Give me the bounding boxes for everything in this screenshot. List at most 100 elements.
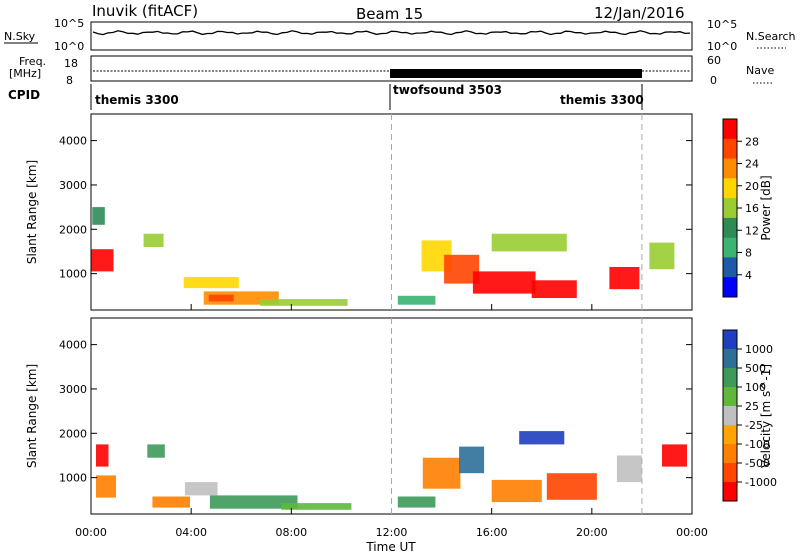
station-title: Inuvik (fitACF) [92, 2, 198, 20]
heatmap-cell [616, 455, 642, 483]
heatmap-cell [143, 233, 164, 247]
colorbar-tick-label: 100 [745, 381, 766, 394]
velocity-ylabel: Slant Range [km] [25, 364, 39, 468]
power-colorbar-label: Power [dB] [759, 175, 773, 240]
colorbar-band [723, 482, 737, 502]
x-tick-label: 04:00 [175, 526, 207, 539]
colorbar-band [723, 368, 737, 388]
heatmap-cell [609, 267, 640, 290]
heatmap-cell [96, 444, 109, 467]
heatmap-cell [491, 479, 542, 503]
colorbar-band [723, 406, 737, 426]
heatmap-cell [531, 280, 577, 298]
colorbar-tick-label: -500 [745, 457, 770, 470]
colorbar-tick-label: 12 [745, 224, 759, 237]
colorbar-tick-label: -25 [745, 419, 763, 432]
heatmap-cell [546, 473, 597, 500]
freq-tick-bottom: 8 [66, 74, 73, 87]
colorbar-band [723, 277, 737, 298]
sky-right-tick-top: 10^5 [707, 18, 737, 31]
colorbar-tick-label: 24 [745, 158, 759, 171]
colorbar-tick-label: -100 [745, 438, 770, 451]
colorbar-tick-label: 28 [745, 135, 759, 148]
beam-title: Beam 15 [356, 5, 423, 23]
colorbar-tick-label: 20 [745, 180, 759, 193]
cpid-segment-3: themis 3300 [560, 93, 644, 107]
velocity-axis: 1000 2000 3000 4000 [59, 339, 693, 514]
sky-left-tick-bottom: 10^0 [54, 40, 84, 53]
x-tick-label: 20:00 [576, 526, 608, 539]
colorbar-band [723, 119, 737, 140]
power-data-layer [91, 207, 675, 306]
heatmap-cell [183, 277, 239, 289]
colorbar-band [723, 178, 737, 199]
heatmap-cell [472, 271, 536, 294]
heatmap-cell [92, 207, 105, 225]
heatmap-cell [491, 233, 567, 252]
heatmap-cell [397, 496, 436, 508]
nave-dense-block [390, 69, 642, 78]
colorbar-band [723, 387, 737, 407]
heatmap-cell [260, 299, 348, 306]
y-tick-label: 3000 [59, 383, 87, 396]
x-tick-label: 16:00 [476, 526, 508, 539]
heatmap-cell [422, 457, 461, 489]
y-tick-label: 4000 [59, 135, 87, 148]
y-tick-label: 1000 [59, 268, 87, 281]
y-tick-label: 3000 [59, 179, 87, 192]
heatmap-cell [281, 503, 352, 510]
power-colorbar-bands [723, 119, 737, 298]
sky-noise-line [92, 30, 691, 36]
colorbar-band [723, 158, 737, 179]
x-tick-labels: 00:00 04:00 08:00 12:00 16:00 20:00 00:00 [75, 526, 708, 539]
velocity-panel: 1000 2000 3000 4000 Slant Range [km] [25, 317, 693, 515]
colorbar-band [723, 198, 737, 219]
heatmap-cell [184, 482, 218, 496]
heatmap-cell [662, 444, 687, 467]
sky-right-tick-bottom: 10^0 [707, 40, 737, 53]
velocity-colorbar: 1000 500 100 25 -25 -100 -500 -1000 Velocity [m… [722, 329, 777, 502]
colorbar-band [723, 330, 737, 350]
colorbar-tick-label: 8 [745, 247, 752, 260]
colorbar-band [723, 444, 737, 464]
colorbar-tick-label: 25 [745, 400, 759, 413]
freq-label-line2: [MHz] [9, 67, 41, 80]
sky-right-label: N.Search [746, 30, 796, 43]
cpid-segment-2: twofsound 3503 [393, 83, 502, 97]
heatmap-cell [152, 496, 190, 508]
nave-tick-top: 60 [707, 54, 721, 67]
colorbar-tick-label: 1000 [745, 343, 773, 356]
cpid-label: CPID [8, 88, 40, 102]
date-title: 12/Jan/2016 [594, 4, 685, 22]
power-ylabel: Slant Range [km] [25, 160, 39, 264]
freq-tick-top: 18 [64, 57, 78, 70]
colorbar-band [723, 257, 737, 278]
colorbar-band [723, 138, 737, 160]
power-colorbar: 28 24 20 16 12 8 4 Power [dB] [722, 118, 773, 298]
freq-panel-frame [90, 55, 693, 82]
velocity-colorbar-frame [722, 329, 738, 502]
power-panel-frame [90, 113, 693, 311]
power-panel: 1000 2000 3000 4000 Slant Range [km] [25, 113, 693, 311]
heatmap-cell [649, 242, 675, 270]
colorbar-tick-label: 500 [745, 362, 766, 375]
colorbar-band [723, 217, 737, 239]
y-tick-label: 2000 [59, 223, 87, 236]
heatmap-cell [147, 444, 165, 458]
colorbar-tick-label: 16 [745, 202, 759, 215]
heatmap-cell [209, 495, 298, 509]
power-axis: 1000 2000 3000 4000 [59, 135, 693, 310]
sky-left-label: N.Sky [4, 30, 36, 43]
x-tick-label: 00:00 [75, 526, 107, 539]
velocity-colorbar-ticks: 1000 500 100 25 -25 -100 -500 -1000 [737, 343, 777, 489]
colorbar-tick-label: 4 [745, 269, 752, 282]
power-colorbar-ticks: 28 24 20 16 12 8 4 [737, 135, 759, 282]
colorbar-band [723, 463, 737, 483]
time-marker-lines [391, 114, 643, 514]
colorbar-band [723, 425, 737, 445]
x-tick-label: 12:00 [376, 526, 408, 539]
y-tick-label: 1000 [59, 472, 87, 485]
heatmap-cell [208, 294, 234, 302]
velocity-colorbar-label: Velocity [m s^-1] [759, 364, 773, 468]
